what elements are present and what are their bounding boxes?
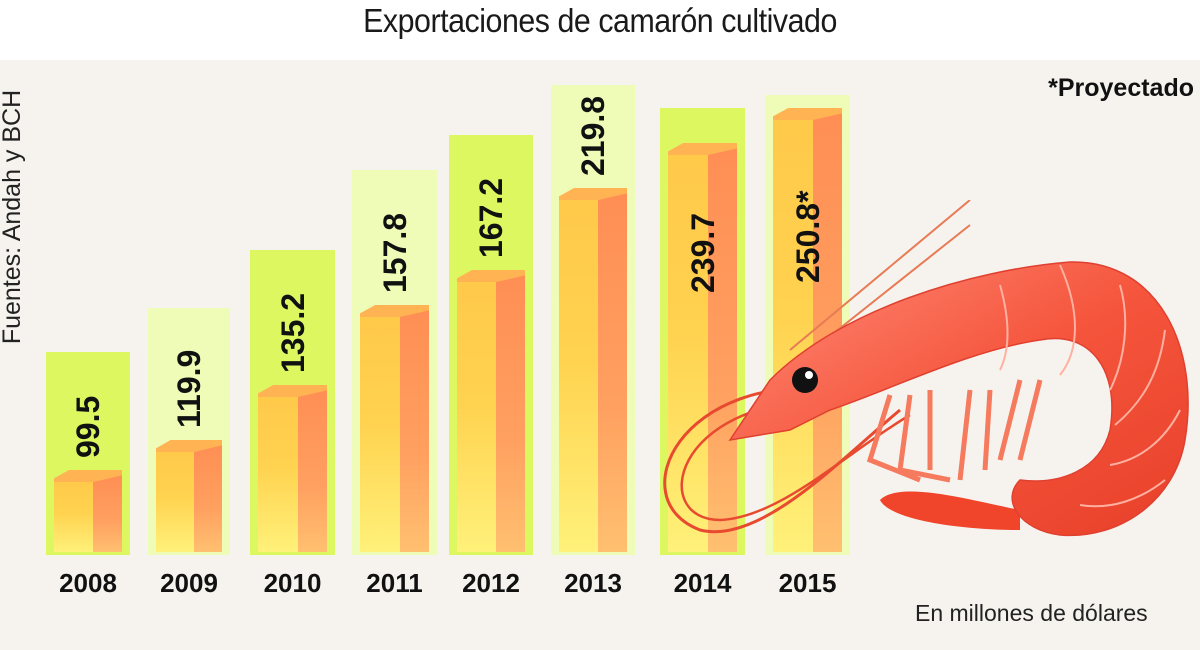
title-band bbox=[0, 0, 1200, 60]
bar-side-face bbox=[93, 474, 122, 552]
bar-2015 bbox=[773, 108, 842, 552]
year-label-2011: 2011 bbox=[366, 568, 423, 598]
value-label-2012: 167.2 bbox=[473, 177, 509, 258]
bar-top-face bbox=[559, 188, 627, 200]
shrimp-illustration bbox=[663, 200, 1189, 537]
bar-top-face bbox=[54, 470, 122, 482]
source-note: Fuentes: Andah y BCH bbox=[0, 89, 26, 345]
bar-front-face bbox=[54, 480, 93, 552]
bar-top-face bbox=[156, 440, 222, 452]
bar-side-face bbox=[598, 192, 627, 552]
value-label-2011: 157.8 bbox=[376, 212, 413, 293]
bar-front-face bbox=[559, 198, 598, 552]
bar-front-face bbox=[668, 153, 708, 552]
units-label: En millones de dólares bbox=[915, 600, 1148, 626]
year-label-2014: 2014 bbox=[673, 568, 732, 598]
bar-side-face bbox=[496, 274, 525, 552]
bar-front-face bbox=[773, 118, 813, 552]
bar-2014 bbox=[668, 143, 737, 552]
value-label-2008: 99.5 bbox=[70, 395, 106, 458]
value-label-2010: 135.2 bbox=[274, 292, 311, 373]
year-label-2009: 2009 bbox=[160, 568, 218, 598]
bar-side-face bbox=[298, 389, 327, 552]
bar-2012 bbox=[457, 270, 525, 552]
bar-top-face bbox=[258, 385, 327, 397]
bar-front-face bbox=[360, 315, 400, 552]
bar-top-face bbox=[773, 108, 842, 120]
bar-2010 bbox=[258, 385, 327, 552]
chart-title: Exportaciones de camarón cultivado bbox=[363, 2, 837, 39]
bar-front-face bbox=[457, 280, 496, 552]
bar-side-face bbox=[708, 147, 737, 552]
bar-2008 bbox=[54, 470, 122, 552]
bar-2009 bbox=[156, 440, 222, 552]
value-label-2009: 119.9 bbox=[171, 349, 207, 428]
bar-front-face bbox=[156, 450, 194, 552]
bar-front-face bbox=[258, 395, 298, 552]
value-label-2013: 219.8 bbox=[575, 95, 611, 176]
bar-top-face bbox=[668, 143, 737, 155]
year-label-2008: 2008 bbox=[59, 568, 117, 598]
bar-2013 bbox=[559, 188, 627, 552]
bar-side-face bbox=[194, 444, 222, 552]
bar-side-face bbox=[400, 309, 429, 552]
bar-2011 bbox=[360, 305, 429, 552]
bar-top-face bbox=[360, 305, 429, 317]
year-label-2015: 2015 bbox=[778, 568, 837, 598]
year-label-2010: 2010 bbox=[263, 568, 322, 598]
year-label-2013: 2013 bbox=[564, 568, 622, 598]
bar-top-face bbox=[457, 270, 525, 282]
year-label-2012: 2012 bbox=[462, 568, 520, 598]
projected-note: *Proyectado bbox=[1048, 74, 1194, 102]
